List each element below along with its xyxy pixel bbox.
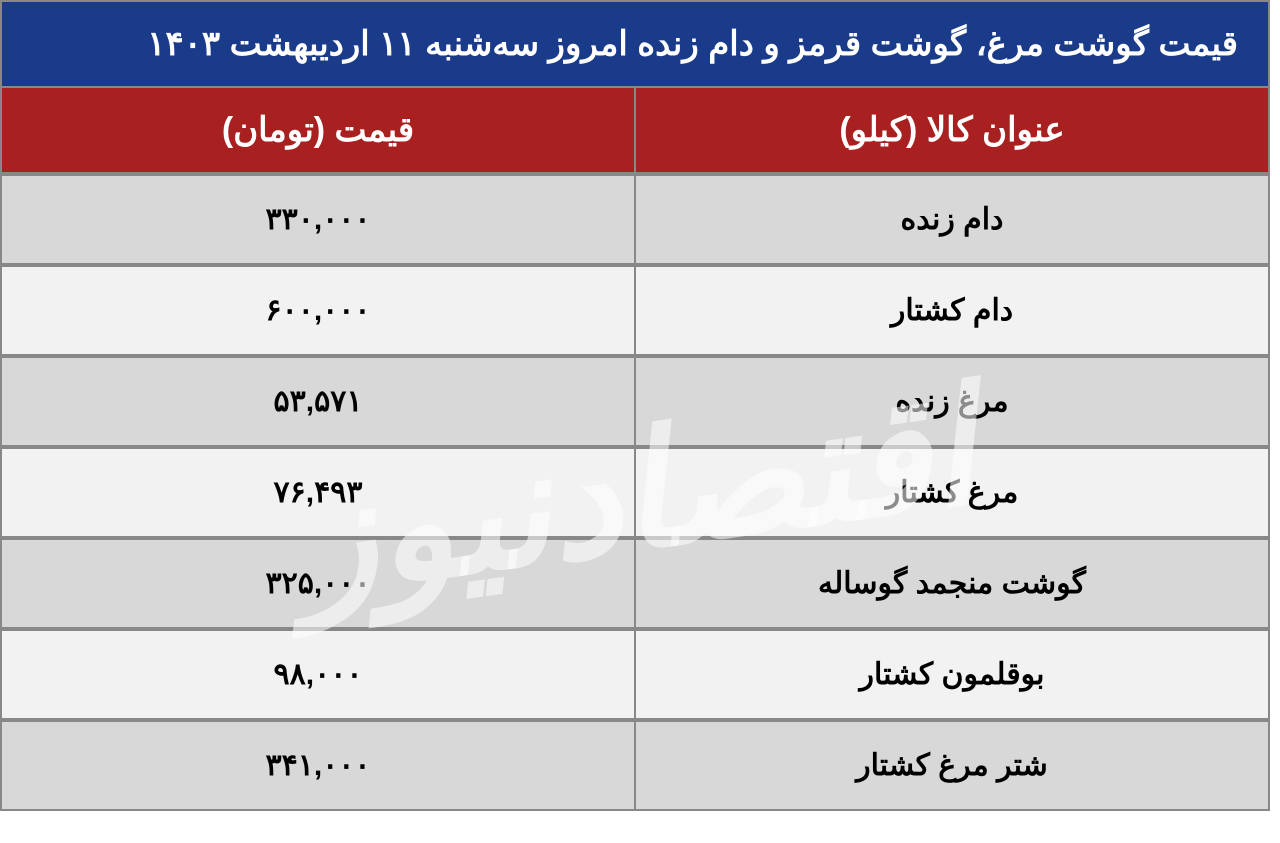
table-row: شتر مرغ کشتار۳۴۱,۰۰۰	[0, 720, 1270, 811]
table-title: قیمت گوشت مرغ، گوشت قرمز و دام زنده امرو…	[0, 0, 1270, 86]
table-header-row: عنوان کالا (کیلو) قیمت (تومان)	[0, 86, 1270, 174]
header-price: قیمت (تومان)	[0, 86, 636, 174]
price-table-container: قیمت گوشت مرغ، گوشت قرمز و دام زنده امرو…	[0, 0, 1270, 811]
table-row: دام کشتار۶۰۰,۰۰۰	[0, 265, 1270, 356]
item-cell: دام زنده	[636, 174, 1270, 265]
table-row: دام زنده۳۳۰,۰۰۰	[0, 174, 1270, 265]
item-cell: شتر مرغ کشتار	[636, 720, 1270, 811]
price-cell: ۷۶,۴۹۳	[0, 447, 636, 538]
table-row: گوشت منجمد گوساله۳۲۵,۰۰۰	[0, 538, 1270, 629]
item-cell: مرغ زنده	[636, 356, 1270, 447]
price-cell: ۹۸,۰۰۰	[0, 629, 636, 720]
item-cell: مرغ کشتار	[636, 447, 1270, 538]
item-cell: دام کشتار	[636, 265, 1270, 356]
price-cell: ۵۳,۵۷۱	[0, 356, 636, 447]
table-row: بوقلمون کشتار۹۸,۰۰۰	[0, 629, 1270, 720]
price-cell: ۳۴۱,۰۰۰	[0, 720, 636, 811]
item-cell: گوشت منجمد گوساله	[636, 538, 1270, 629]
table-row: مرغ کشتار۷۶,۴۹۳	[0, 447, 1270, 538]
table-body: اقتصادنیوز دام زنده۳۳۰,۰۰۰دام کشتار۶۰۰,۰…	[0, 174, 1270, 811]
price-cell: ۶۰۰,۰۰۰	[0, 265, 636, 356]
table-row: مرغ زنده۵۳,۵۷۱	[0, 356, 1270, 447]
price-cell: ۳۳۰,۰۰۰	[0, 174, 636, 265]
item-cell: بوقلمون کشتار	[636, 629, 1270, 720]
header-item: عنوان کالا (کیلو)	[636, 86, 1270, 174]
price-cell: ۳۲۵,۰۰۰	[0, 538, 636, 629]
